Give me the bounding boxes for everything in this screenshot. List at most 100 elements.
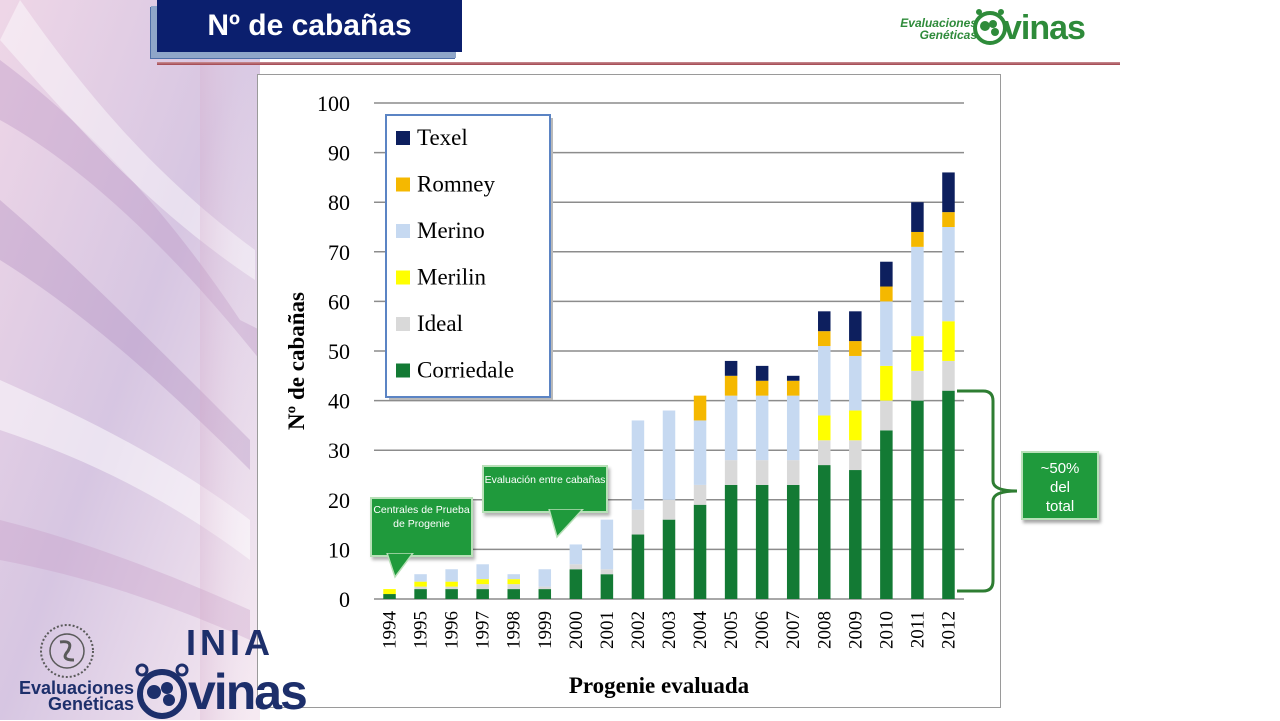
bar-segment-merino-2012 (942, 227, 955, 322)
x-tick-label: 2006 (752, 611, 773, 649)
bar-segment-merilin-1995 (414, 581, 427, 587)
legend-label-corriedale: Corriedale (417, 358, 514, 383)
callout-centrales-text: Centrales de Prueba de Progenie (373, 504, 470, 530)
percentage-annotation: ~50% del total (1021, 451, 1099, 520)
bar-segment-romney-2012 (942, 212, 955, 227)
pct-line-3: total (1045, 498, 1075, 515)
bar-segment-romney-2008 (818, 331, 831, 347)
x-tick-label: 2000 (566, 611, 587, 649)
logo-bottom-line1: Evaluaciones (18, 678, 134, 698)
bar-segment-merino-2004 (693, 420, 707, 485)
y-tick-label: 30 (328, 438, 350, 463)
y-tick-label: 90 (328, 141, 350, 166)
bar-segment-ideal-2000 (569, 564, 583, 570)
bar-segment-merino-2006 (755, 395, 769, 461)
legend-label-ideal: Ideal (417, 311, 463, 336)
x-tick-label: 1997 (473, 611, 494, 649)
bar-segment-romney-2009 (849, 341, 862, 356)
bar-segment-ideal-1998 (507, 584, 520, 590)
evaluaciones-geneticas-ovinas-logo: Evaluaciones Genéticas vinas (885, 2, 1110, 54)
bar-segment-ideal-2010 (880, 400, 893, 431)
bar-segment-corriedale-2006 (755, 484, 769, 599)
legend-swatch-romney (396, 177, 410, 192)
sheep-logo-icon (973, 9, 1007, 45)
x-tick-label: 2011 (907, 611, 928, 648)
bar-segment-corriedale-1998 (507, 589, 520, 599)
x-tick-label: 2005 (721, 611, 742, 649)
bar-segment-corriedale-2005 (724, 484, 738, 599)
x-tick-label: 1998 (504, 611, 525, 649)
bar-segment-ideal-2004 (693, 484, 707, 505)
bar-segment-ideal-2007 (786, 460, 800, 485)
legend-label-merilin: Merilin (417, 265, 486, 290)
legend-swatch-ideal (396, 317, 410, 331)
y-tick-label: 100 (317, 91, 350, 116)
bar-segment-merilin-1997 (476, 579, 489, 585)
bar-segment-merino-1996 (445, 569, 458, 582)
y-tick-label: 60 (328, 289, 350, 314)
bar-segment-ideal-1999 (538, 586, 552, 590)
bar-segment-merino-2009 (849, 355, 862, 411)
bar-segment-corriedale-2010 (880, 430, 893, 599)
bar-segment-texel-2009 (849, 311, 862, 342)
bar-segment-merino-2008 (818, 346, 831, 416)
x-tick-label: 2008 (814, 611, 835, 649)
bar-segment-ideal-1995 (414, 586, 427, 590)
y-tick-label: 0 (339, 587, 350, 612)
x-tick-label: 2001 (597, 611, 618, 649)
bar-segment-corriedale-1994 (383, 594, 396, 599)
bar-segment-corriedale-2001 (600, 574, 614, 599)
bar-segment-merino-2001 (600, 519, 614, 570)
x-tick-label: 1994 (380, 611, 401, 650)
bar-segment-romney-2007 (786, 380, 800, 396)
bar-segment-romney-2004 (693, 395, 707, 421)
bar-segment-ideal-1996 (445, 586, 458, 590)
callout-evaluacion-text: Evaluación entre cabañas (484, 474, 606, 486)
bar-segment-ideal-2005 (724, 460, 738, 485)
bar-segment-merilin-2011 (911, 336, 924, 371)
legend-label-texel: Texel (417, 125, 468, 150)
bar-segment-ideal-2002 (631, 509, 645, 535)
y-tick-label: 20 (328, 488, 350, 513)
callout-evaluacion-cabanas: Evaluación entre cabañas (482, 465, 608, 513)
bar-segment-ideal-2001 (600, 569, 614, 575)
bar-segment-merilin-1994 (383, 589, 396, 595)
bar-segment-corriedale-2009 (849, 470, 862, 599)
logo-bottom-line2: Genéticas (47, 694, 134, 714)
sheep-bottom-logo-icon (135, 663, 189, 719)
bar-segment-merino-2011 (911, 246, 924, 337)
bar-segment-merilin-2012 (942, 321, 955, 361)
legend-swatch-merino (396, 224, 410, 238)
x-tick-label: 1999 (535, 611, 556, 649)
bar-segment-merino-2002 (631, 420, 645, 510)
bar-segment-merino-1997 (476, 564, 489, 580)
x-tick-label: 2004 (690, 611, 711, 650)
bar-segment-texel-2007 (786, 375, 800, 381)
bar-segment-romney-2011 (911, 231, 924, 247)
bar-segment-merilin-1998 (507, 579, 520, 585)
bar-segment-texel-2011 (911, 202, 924, 232)
bar-segment-merilin-2008 (818, 415, 831, 441)
legend-swatch-corriedale (396, 363, 410, 378)
callout-centrales-prueba: Centrales de Prueba de Progenie (370, 497, 473, 557)
bar-segment-corriedale-1997 (476, 589, 489, 599)
pct-line-2: del (1049, 479, 1071, 496)
y-tick-label: 70 (328, 240, 350, 265)
x-tick-label: 2012 (938, 611, 959, 649)
bar-segment-merino-1999 (538, 569, 552, 587)
bar-segment-merino-2003 (662, 410, 676, 500)
logo-top-brand: vinas (1003, 9, 1086, 47)
bar-segment-texel-2006 (755, 365, 769, 381)
logo-bottom-brand: vinas (188, 664, 308, 720)
bar-segment-corriedale-1996 (445, 589, 458, 599)
y-tick-label: 40 (328, 389, 350, 414)
logo-top-line1: Evaluaciones (900, 16, 977, 30)
brace-icon (957, 389, 1018, 593)
seal-icon (40, 624, 94, 678)
legend-swatch-merilin (396, 270, 410, 285)
x-tick-label: 2007 (783, 611, 804, 649)
bar-segment-romney-2005 (724, 375, 738, 396)
bar-segment-ideal-2012 (942, 360, 955, 391)
bar-segment-ideal-2006 (755, 460, 769, 485)
